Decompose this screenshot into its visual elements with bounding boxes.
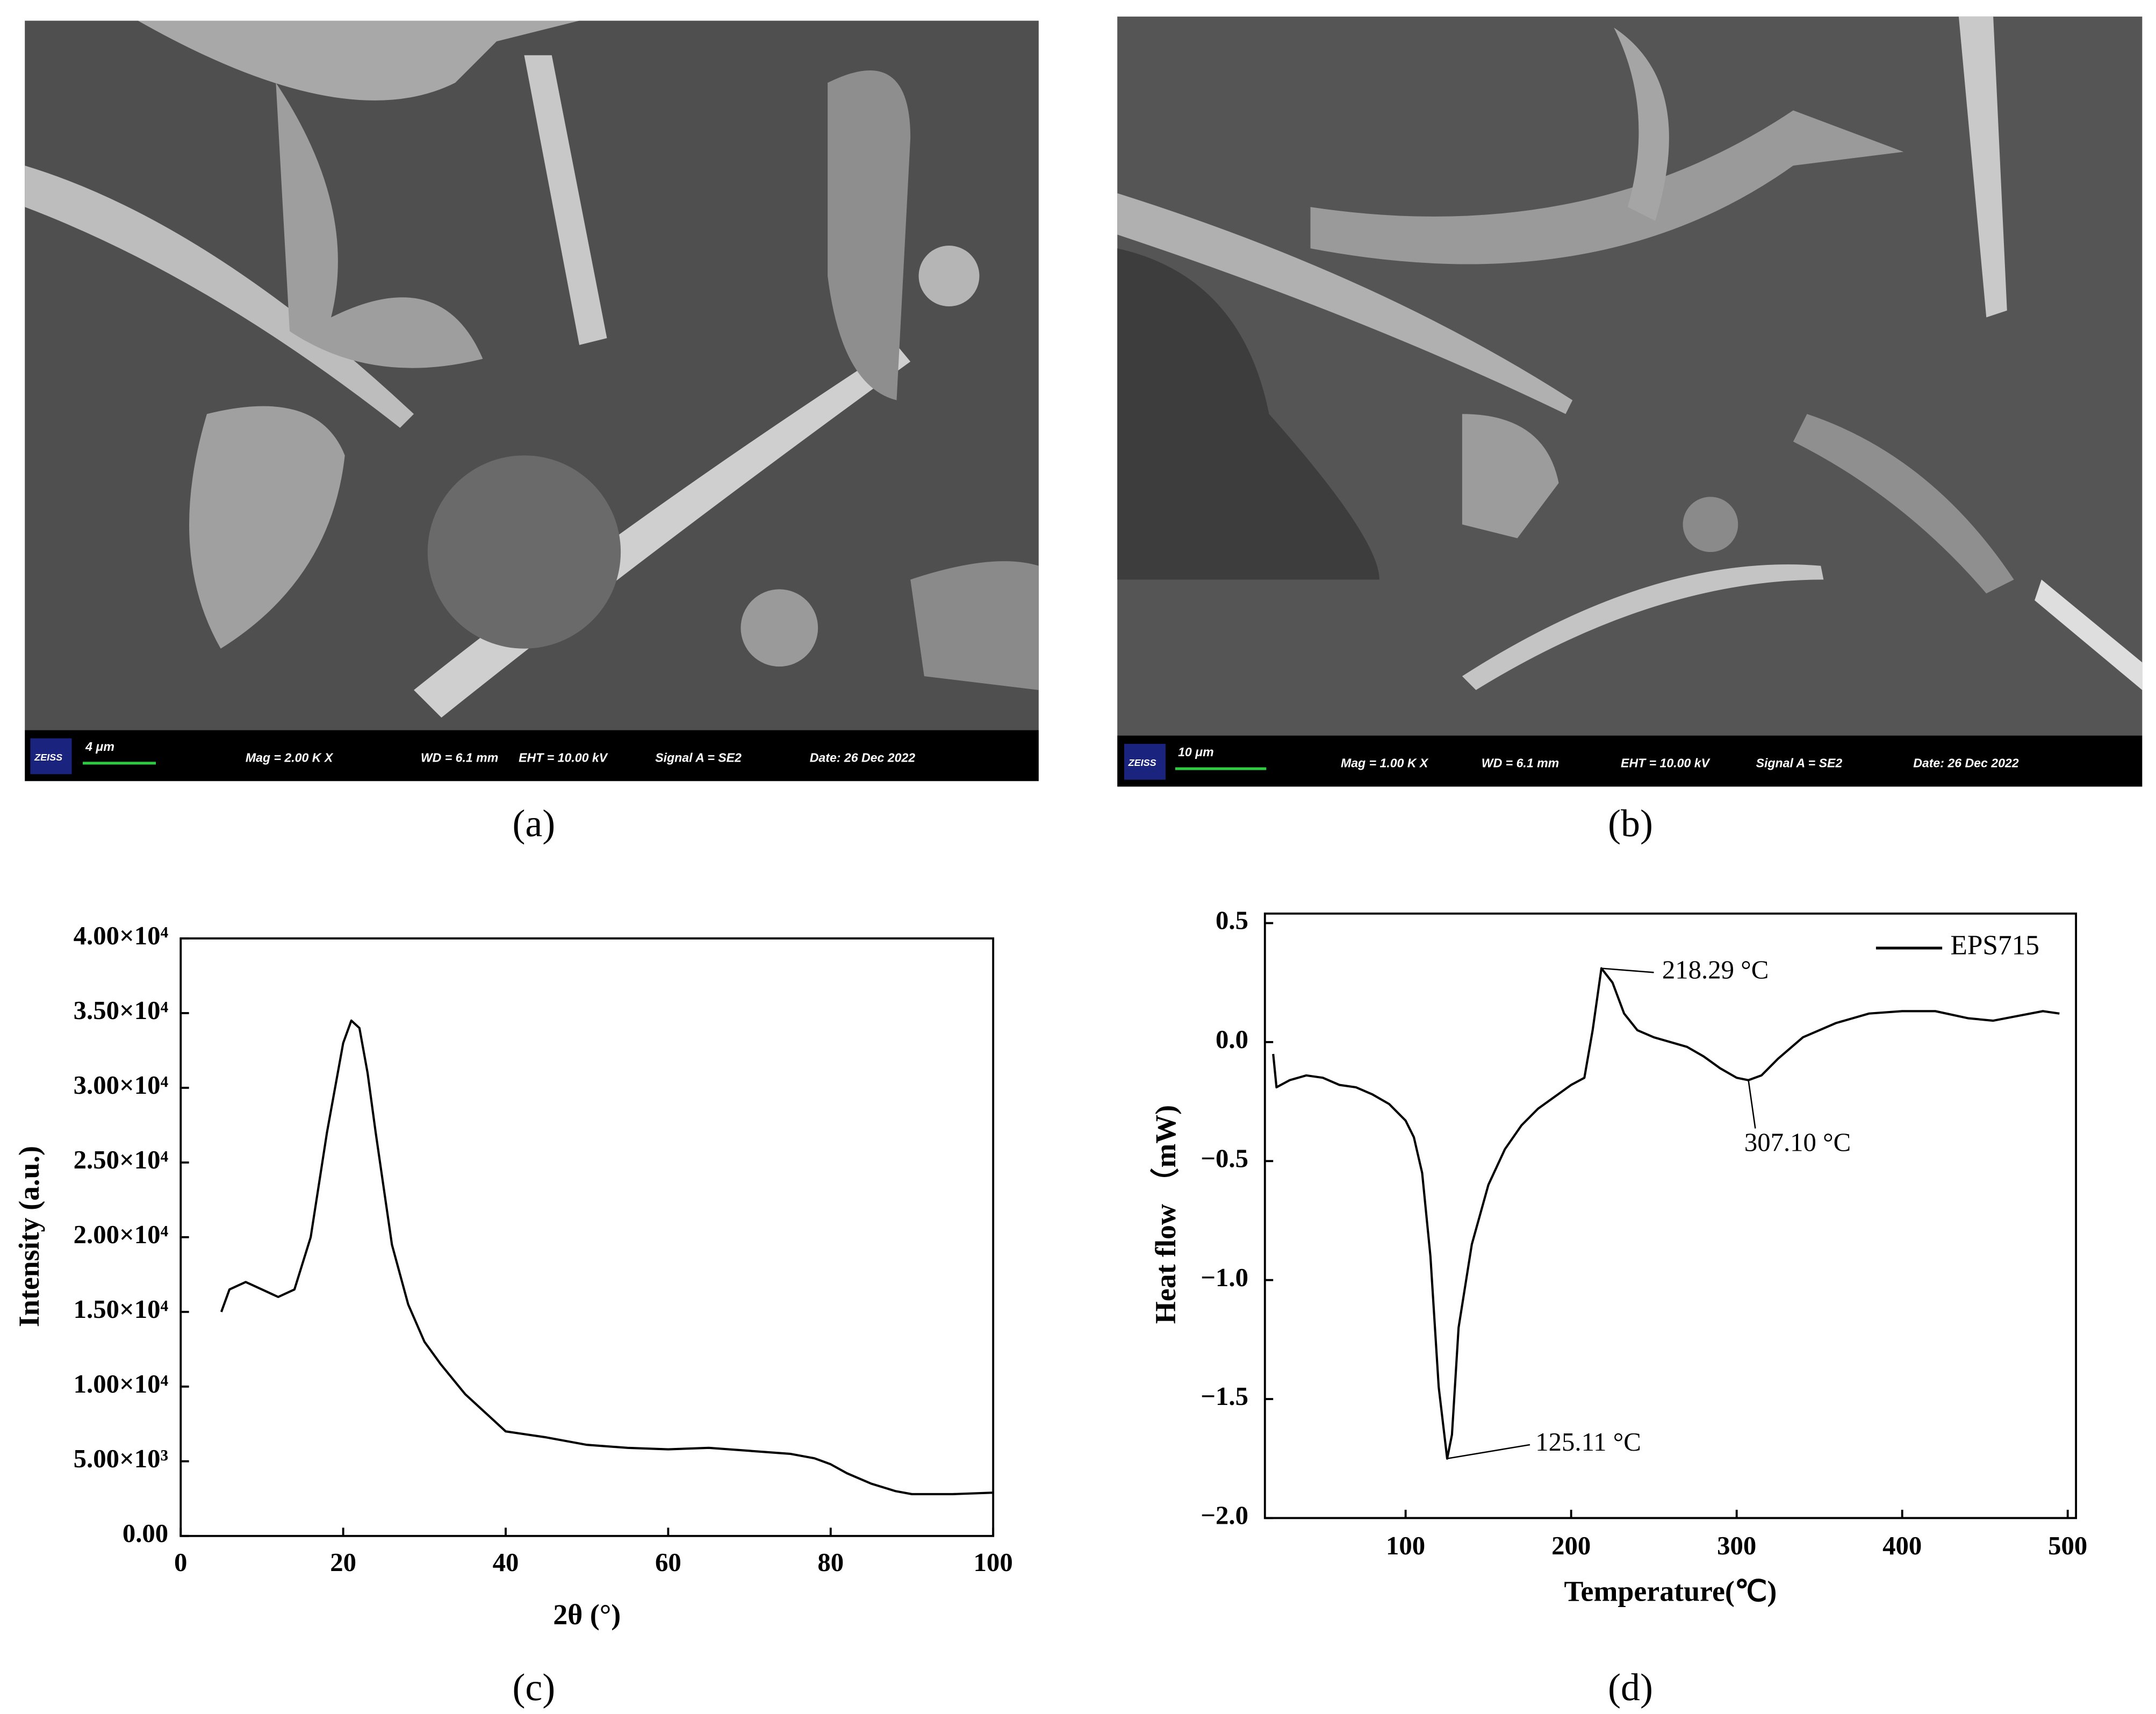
sem-mag: Mag = 2.00 K X xyxy=(246,750,334,764)
y-tick-label: 5.00×10³ xyxy=(74,1444,168,1473)
sem-date: Date: 26 Dec 2022 xyxy=(810,750,916,764)
plot-frame xyxy=(179,937,995,1537)
fiber xyxy=(1462,564,1824,690)
x-tick-label: 60 xyxy=(655,1548,681,1577)
plot-frame xyxy=(1263,912,2078,1519)
x-axis-label: Temperature(℃) xyxy=(1564,1575,1777,1607)
sem-wd: WD = 6.1 mm xyxy=(1482,756,1559,770)
y-tick-label: −1.0 xyxy=(1201,1263,1248,1292)
fiber xyxy=(1614,27,1669,221)
x-tick-label: 400 xyxy=(1882,1531,1922,1560)
sem-info-bar xyxy=(1117,735,2143,787)
y-axis-label: Intensity (a.u.) xyxy=(13,1146,45,1327)
annotation: 218.29 °C xyxy=(1662,955,1769,984)
caption: (c) xyxy=(512,1666,555,1709)
fiber xyxy=(1958,16,2007,318)
sem-scale: 10 μm xyxy=(1178,745,1214,759)
y-axis-label: Heat flow （mW) xyxy=(1149,1105,1182,1324)
sem-logo: ZEISS xyxy=(34,752,62,763)
x-tick-label: 300 xyxy=(1717,1531,1756,1560)
annotation: 307.10 °C xyxy=(1744,1128,1851,1157)
x-tick-label: 100 xyxy=(1386,1531,1425,1560)
flake xyxy=(276,83,483,368)
caption: (b) xyxy=(1608,802,1653,845)
x-tick-label: 0 xyxy=(174,1548,187,1577)
data-line xyxy=(220,1019,994,1496)
y-tick-label: −1.5 xyxy=(1201,1382,1248,1411)
y-tick-label: −0.5 xyxy=(1201,1144,1248,1173)
flake xyxy=(1310,110,1904,264)
fiber xyxy=(1117,193,1573,414)
sphere xyxy=(741,589,818,667)
fiber xyxy=(25,166,414,428)
annotation: 125.11 °C xyxy=(1535,1428,1641,1457)
sem-logo-box xyxy=(30,738,72,774)
sem-eht: EHT = 10.00 kV xyxy=(1621,756,1711,770)
data-line xyxy=(1272,967,2060,1460)
y-tick-label: 1.50×10⁴ xyxy=(74,1295,169,1324)
fiber xyxy=(2035,579,2143,690)
sem-signal: Signal A = SE2 xyxy=(1756,756,1843,770)
shadow xyxy=(1117,248,1379,580)
sem-wd: WD = 6.1 mm xyxy=(421,750,498,764)
annotation-leader xyxy=(1748,1080,1756,1129)
fiber xyxy=(524,55,607,345)
y-tick-label: 3.00×10⁴ xyxy=(74,1071,169,1100)
sem-mag: Mag = 1.00 K X xyxy=(1341,756,1429,770)
fiber xyxy=(1793,414,2014,594)
x-tick-label: 200 xyxy=(1551,1531,1591,1560)
flake xyxy=(828,70,911,400)
y-tick-label: 0.5 xyxy=(1216,906,1248,935)
caption: (a) xyxy=(512,802,555,845)
flake xyxy=(189,406,345,649)
sem-logo: ZEISS xyxy=(1128,757,1156,768)
y-tick-label: 1.00×10⁴ xyxy=(74,1369,169,1399)
x-tick-label: 100 xyxy=(974,1548,1013,1577)
sem-image-b: ZEISS 10 μm Mag = 1.00 K X WD = 6.1 mm E… xyxy=(1117,16,2143,787)
y-tick-label: 4.00×10⁴ xyxy=(74,921,169,950)
disc xyxy=(427,455,621,649)
y-tick-label: −2.0 xyxy=(1201,1501,1248,1530)
sem-info-bar xyxy=(25,730,1039,781)
y-tick-label: 3.50×10⁴ xyxy=(74,996,169,1025)
caption: (d) xyxy=(1608,1666,1653,1709)
sphere xyxy=(918,246,980,307)
x-tick-label: 500 xyxy=(2048,1531,2087,1560)
sphere xyxy=(1683,497,1738,553)
annotation-leader xyxy=(1601,967,1654,973)
x-axis-label: 2θ (°) xyxy=(553,1598,621,1631)
legend-label: EPS715 xyxy=(1951,930,2039,961)
sem-logo-box xyxy=(1124,743,1166,780)
flake xyxy=(910,561,1039,690)
sem-eht: EHT = 10.00 kV xyxy=(519,750,609,764)
sem-signal: Signal A = SE2 xyxy=(655,750,742,764)
annotation-leader xyxy=(1447,1444,1530,1459)
y-tick-label: 0.00 xyxy=(123,1519,168,1548)
flake xyxy=(1462,414,1559,539)
y-tick-label: 0.0 xyxy=(1216,1025,1248,1054)
y-tick-label: 2.00×10⁴ xyxy=(74,1220,169,1249)
sem-scale: 4 μm xyxy=(85,740,114,754)
x-tick-label: 80 xyxy=(817,1548,844,1577)
x-tick-label: 40 xyxy=(493,1548,519,1577)
fiber xyxy=(138,20,580,101)
sem-image-a: ZEISS 4 μm Mag = 2.00 K X WD = 6.1 mm EH… xyxy=(25,20,1039,781)
y-tick-label: 2.50×10⁴ xyxy=(74,1145,169,1174)
x-tick-label: 20 xyxy=(330,1548,356,1577)
sem-date: Date: 26 Dec 2022 xyxy=(1913,756,2019,770)
